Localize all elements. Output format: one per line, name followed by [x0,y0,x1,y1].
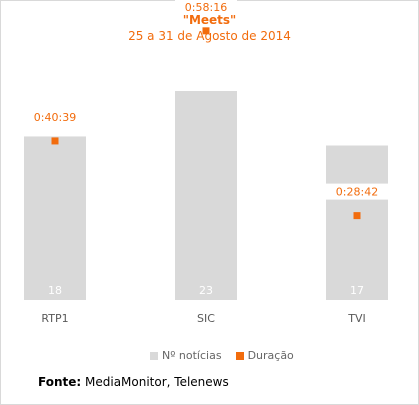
source-note: Fonte: MediaMonitor, Telenews [38,375,229,389]
duration-point [51,137,59,145]
legend-item-points: Duração [235,349,294,362]
legend-label-bars: Nº notícias [162,349,222,362]
duration-label: 0:28:42 [336,186,378,199]
legend-label-points: Duração [247,349,294,362]
category-label: TVI [347,312,366,325]
duration-label-bg [175,0,237,15]
bar-value-label: 17 [350,284,364,297]
legend: Nº notícias Duração [150,349,308,362]
category-label: RTP1 [41,312,68,325]
bar-sic [175,91,237,300]
bar-value-label: 23 [199,284,213,297]
legend-swatch-bars [150,351,158,360]
category-label: SIC [197,312,215,325]
chart-title: "Meets" [182,13,237,27]
duration-label: 0:58:16 [185,1,227,14]
duration-point [202,27,210,35]
bar-value-label: 18 [48,284,62,297]
bar-rtp1 [24,136,86,300]
source-text: MediaMonitor, Telenews [85,375,229,389]
source-label: Fonte: [38,375,82,389]
legend-item-bars: Nº notícias [150,349,222,362]
bar-tvi [326,145,388,300]
legend-swatch-points [235,351,244,360]
duration-label-bg [24,108,86,125]
duration-point [353,212,361,220]
duration-label: 0:40:39 [34,111,76,124]
duration-label-bg [326,183,388,200]
chart-subtitle: 25 a 31 de Agosto de 2014 [128,29,291,43]
